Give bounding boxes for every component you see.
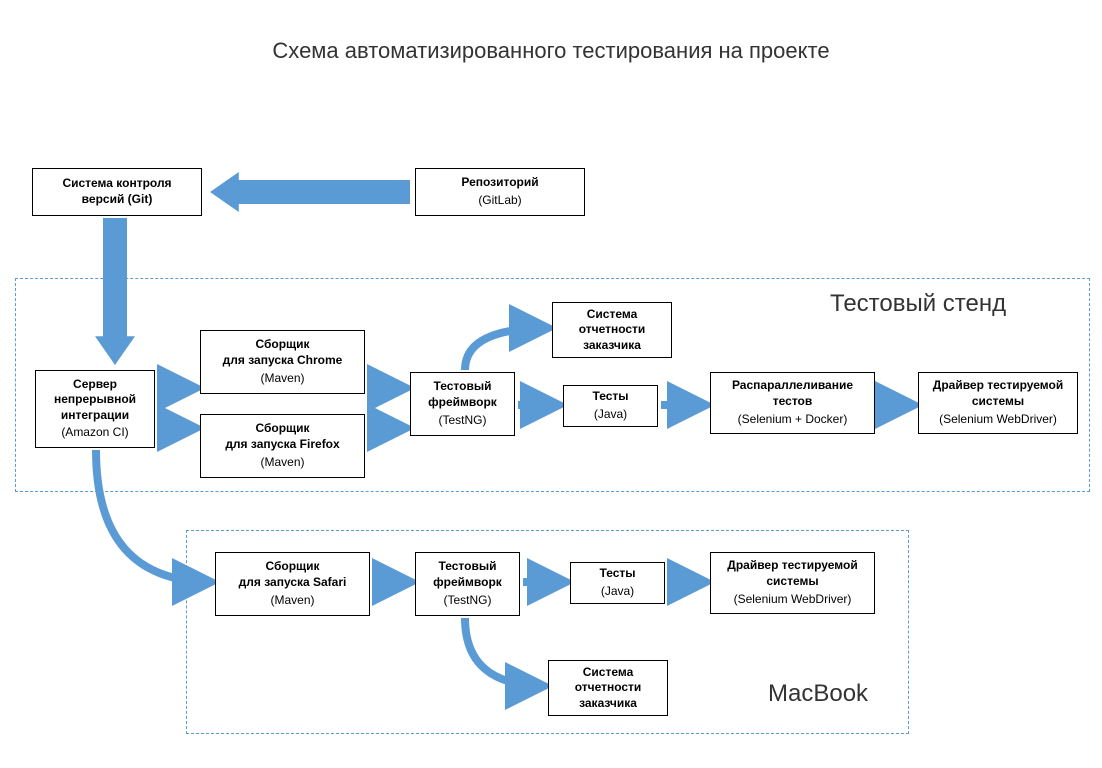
node-testng2: Тестовыйфреймворк(TestNG): [415, 552, 520, 616]
node-parallel: Распараллеливаниетестов(Selenium + Docke…: [710, 372, 875, 434]
node-report2: Системаотчетности заказчика: [548, 660, 668, 716]
node-vcs: Система контроляверсий (Git): [32, 168, 202, 216]
group-label-macbook: MacBook: [768, 680, 868, 708]
node-mavenSafari: Сборщикдля запуска Safari(Maven): [215, 552, 370, 616]
node-driver1: Драйвер тестируемойсистемы(Selenium WebD…: [918, 372, 1078, 434]
node-mavenFirefox: Сборщикдля запуска Firefox(Maven): [200, 414, 365, 478]
node-repo: Репозиторий(GitLab): [415, 168, 585, 216]
node-mavenChrome: Сборщикдля запуска Chrome(Maven): [200, 330, 365, 394]
node-tests1: Тесты(Java): [563, 385, 658, 427]
node-ci: Сервернепрерывной интеграции(Amazon CI): [35, 370, 155, 448]
group-label-testStand: Тестовый стенд: [830, 290, 1006, 318]
diagram-title: Схема автоматизированного тестирования н…: [0, 38, 1102, 64]
node-testng1: Тестовыйфреймворк(TestNG): [410, 372, 515, 436]
node-driver2: Драйвер тестируемойсистемы(Selenium WebD…: [710, 552, 875, 614]
node-tests2: Тесты(Java): [570, 562, 665, 604]
node-report1: Системаотчетности заказчика: [552, 302, 672, 358]
